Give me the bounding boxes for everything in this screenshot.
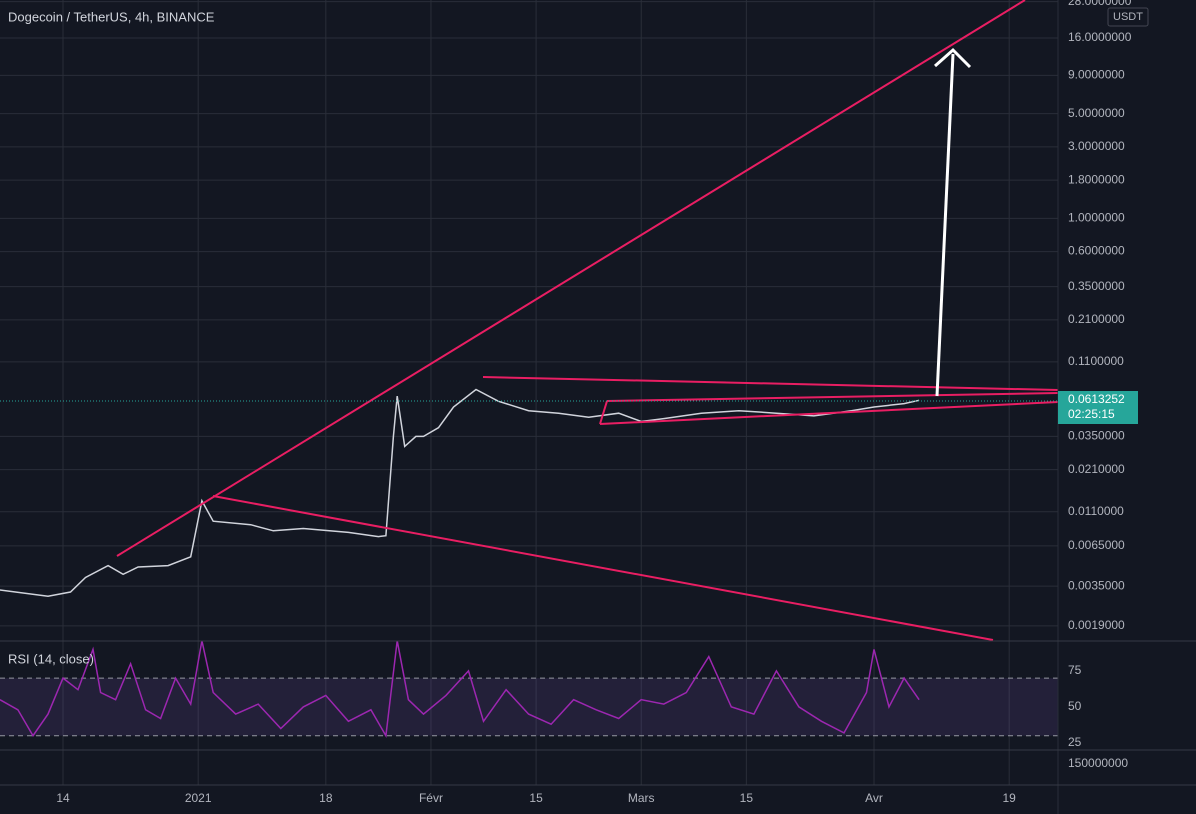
currency[interactable]: USDT: [1113, 11, 1143, 23]
trend-line: [212, 495, 994, 641]
rsi-title: RSI (14, close): [8, 651, 94, 666]
rsi-band: [0, 678, 1058, 736]
x-tick-label: 19: [1003, 791, 1017, 805]
y-tick-label: 0.1100000: [1068, 354, 1124, 368]
y-tick-label: 0.0110000: [1068, 504, 1124, 518]
price-label-box: [1058, 391, 1138, 424]
y-tick-label: 0.6000000: [1068, 244, 1125, 258]
y-tick-label: 0.0350000: [1068, 429, 1125, 443]
y-tick-label: 0.0019000: [1068, 618, 1125, 632]
trend-line: [599, 400, 608, 425]
y-tick-label: 0.0065000: [1068, 538, 1125, 552]
x-tick-label: 15: [740, 791, 754, 805]
marks: [0, 388, 1058, 739]
y-tick-label: 0.0035000: [1068, 578, 1125, 592]
currency-box[interactable]: [1107, 7, 1149, 27]
x-tick-label: 2021: [185, 791, 212, 805]
y-tick-label: 28.0000000: [1068, 0, 1132, 8]
rsi-tick-label: 50: [1068, 699, 1082, 713]
countdown: 02:25:15: [1068, 407, 1115, 421]
y-tick-label: 0.3500000: [1068, 279, 1125, 293]
trend-line: [606, 392, 1059, 402]
volume-tick-label: 150000000: [1068, 756, 1128, 770]
trend-line: [599, 401, 1059, 425]
chart-title: Dogecoin / TetherUS, 4h, BINANCE: [8, 9, 215, 24]
rsi-line: [0, 640, 920, 739]
x-tick-label: Mars: [628, 791, 655, 805]
last-price: 0.0613252: [1068, 392, 1125, 406]
x-tick-label: Févr: [419, 791, 443, 805]
arrow-head: [934, 47, 972, 69]
y-tick-label: 1.8000000: [1068, 172, 1125, 186]
rsi-tick-label: 25: [1068, 735, 1082, 749]
x-tick-label: 15: [529, 791, 543, 805]
grid: [0, 0, 1058, 785]
y-tick-label: 9.0000000: [1068, 68, 1125, 82]
y-tick-label: 5.0000000: [1068, 106, 1125, 120]
rsi-tick-label: 75: [1068, 663, 1082, 677]
x-tick-label: 14: [56, 791, 70, 805]
y-tick-label: 0.0210000: [1068, 462, 1125, 476]
trend-line: [116, 0, 1026, 557]
x-tick-label: 18: [319, 791, 333, 805]
y-tick-label: 0.2100000: [1068, 312, 1125, 326]
x-tick-label: Avr: [865, 791, 883, 805]
arrow: [934, 47, 972, 397]
arrow-shaft: [935, 53, 955, 397]
y-tick-label: 1.0000000: [1068, 211, 1125, 225]
y-tick-label: 3.0000000: [1068, 139, 1125, 153]
trend-line: [482, 376, 1059, 391]
drawings: [116, 0, 1059, 641]
y-tick-label: 16.0000000: [1068, 30, 1132, 44]
price-line-series: [0, 388, 920, 597]
